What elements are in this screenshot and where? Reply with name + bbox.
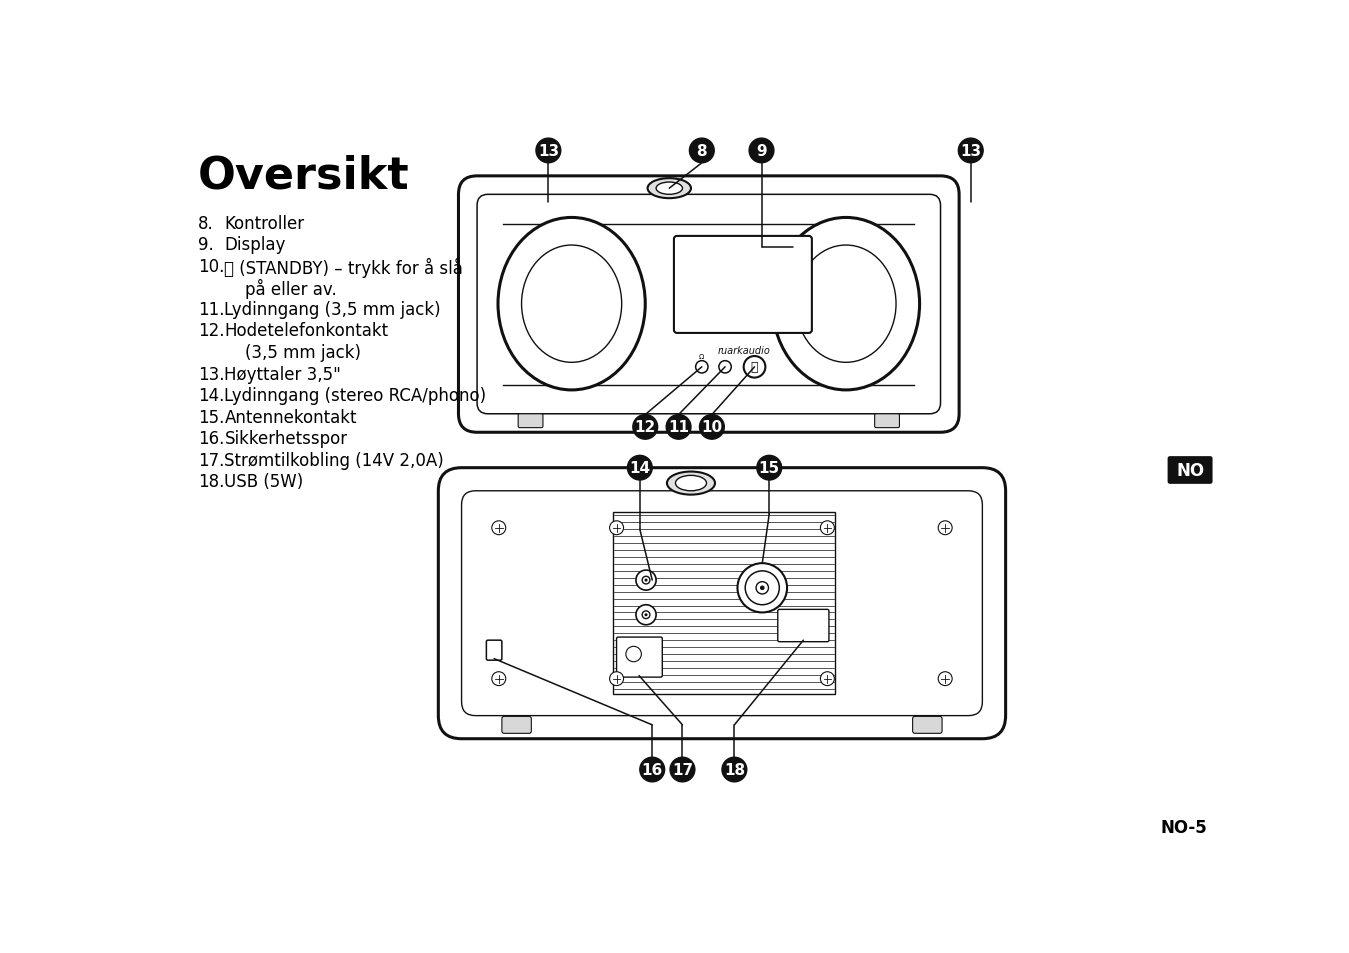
Text: 13: 13 [960,144,981,159]
Circle shape [755,582,769,595]
Text: Antennekontakt: Antennekontakt [224,408,357,426]
Text: 8: 8 [696,144,707,159]
Circle shape [639,758,665,782]
Circle shape [645,614,648,617]
Text: (3,5 mm jack): (3,5 mm jack) [244,344,360,361]
FancyBboxPatch shape [518,415,542,428]
Text: 17: 17 [672,762,693,778]
Text: ruarkaudio: ruarkaudio [718,346,770,355]
FancyBboxPatch shape [874,415,900,428]
Circle shape [610,521,623,535]
Circle shape [738,563,786,613]
Circle shape [958,139,983,164]
Ellipse shape [648,179,691,199]
Text: Høyttaler 3,5": Høyttaler 3,5" [224,365,341,383]
Circle shape [492,521,506,535]
Text: Oversikt: Oversikt [198,154,410,197]
Text: 11: 11 [668,420,689,435]
FancyBboxPatch shape [674,236,812,334]
Circle shape [722,758,747,782]
Circle shape [820,672,834,686]
Circle shape [749,139,774,164]
Text: NO-5: NO-5 [1160,818,1207,836]
Ellipse shape [656,183,683,195]
FancyBboxPatch shape [1168,456,1213,484]
Text: 12.: 12. [198,322,224,340]
Circle shape [743,356,765,378]
Text: 16.: 16. [198,430,224,448]
Circle shape [938,672,952,686]
FancyBboxPatch shape [438,468,1005,739]
Text: 18: 18 [724,762,745,778]
Circle shape [757,456,781,480]
Text: Sikkerhetsspor: Sikkerhetsspor [224,430,348,448]
FancyBboxPatch shape [487,640,502,660]
Circle shape [719,361,731,374]
FancyBboxPatch shape [778,610,828,642]
Circle shape [645,579,648,582]
FancyBboxPatch shape [502,717,532,734]
Circle shape [696,361,708,374]
Text: 8.: 8. [198,214,214,233]
Circle shape [666,416,691,439]
Ellipse shape [676,476,707,491]
Circle shape [635,605,656,625]
Circle shape [633,416,658,439]
Text: Lydinngang (3,5 mm jack): Lydinngang (3,5 mm jack) [224,300,441,318]
Circle shape [610,672,623,686]
Text: 18.: 18. [198,473,224,491]
Text: Display: Display [224,236,286,253]
Text: 16: 16 [642,762,662,778]
Circle shape [627,456,652,480]
Circle shape [700,416,724,439]
Text: 9: 9 [757,144,766,159]
FancyBboxPatch shape [459,176,959,433]
Text: ⏻: ⏻ [751,361,758,374]
Text: 13.: 13. [198,365,224,383]
Circle shape [536,139,561,164]
Text: på eller av.: på eller av. [244,279,336,299]
Text: 10: 10 [701,420,723,435]
Circle shape [492,672,506,686]
FancyBboxPatch shape [913,717,942,734]
Text: 14: 14 [629,460,650,476]
Text: Lydinngang (stereo RCA/phono): Lydinngang (stereo RCA/phono) [224,387,487,405]
Text: 13: 13 [538,144,558,159]
Circle shape [759,586,765,591]
Text: Hodetelefonkontakt: Hodetelefonkontakt [224,322,389,340]
Ellipse shape [498,218,645,391]
Ellipse shape [666,472,715,496]
Circle shape [938,521,952,535]
Circle shape [635,571,656,591]
Text: 11.: 11. [198,300,224,318]
Text: 10.: 10. [198,257,224,275]
Text: 9.: 9. [198,236,214,253]
Text: NO: NO [1176,461,1205,479]
Text: 14.: 14. [198,387,224,405]
Text: 17.: 17. [198,452,224,469]
Text: 15: 15 [758,460,780,476]
Text: Strømtilkobling (14V 2,0A): Strømtilkobling (14V 2,0A) [224,452,444,469]
Text: USB (5W): USB (5W) [224,473,304,491]
Circle shape [670,758,695,782]
Text: 12: 12 [634,420,656,435]
Circle shape [689,139,714,164]
Text: Kontroller: Kontroller [224,214,305,233]
Text: 15.: 15. [198,408,224,426]
Text: ⏻ (STANDBY) – trykk for å slå: ⏻ (STANDBY) – trykk for å slå [224,257,463,277]
Text: Ω: Ω [699,354,704,359]
FancyBboxPatch shape [616,638,662,678]
Circle shape [820,521,834,535]
Ellipse shape [773,218,920,391]
